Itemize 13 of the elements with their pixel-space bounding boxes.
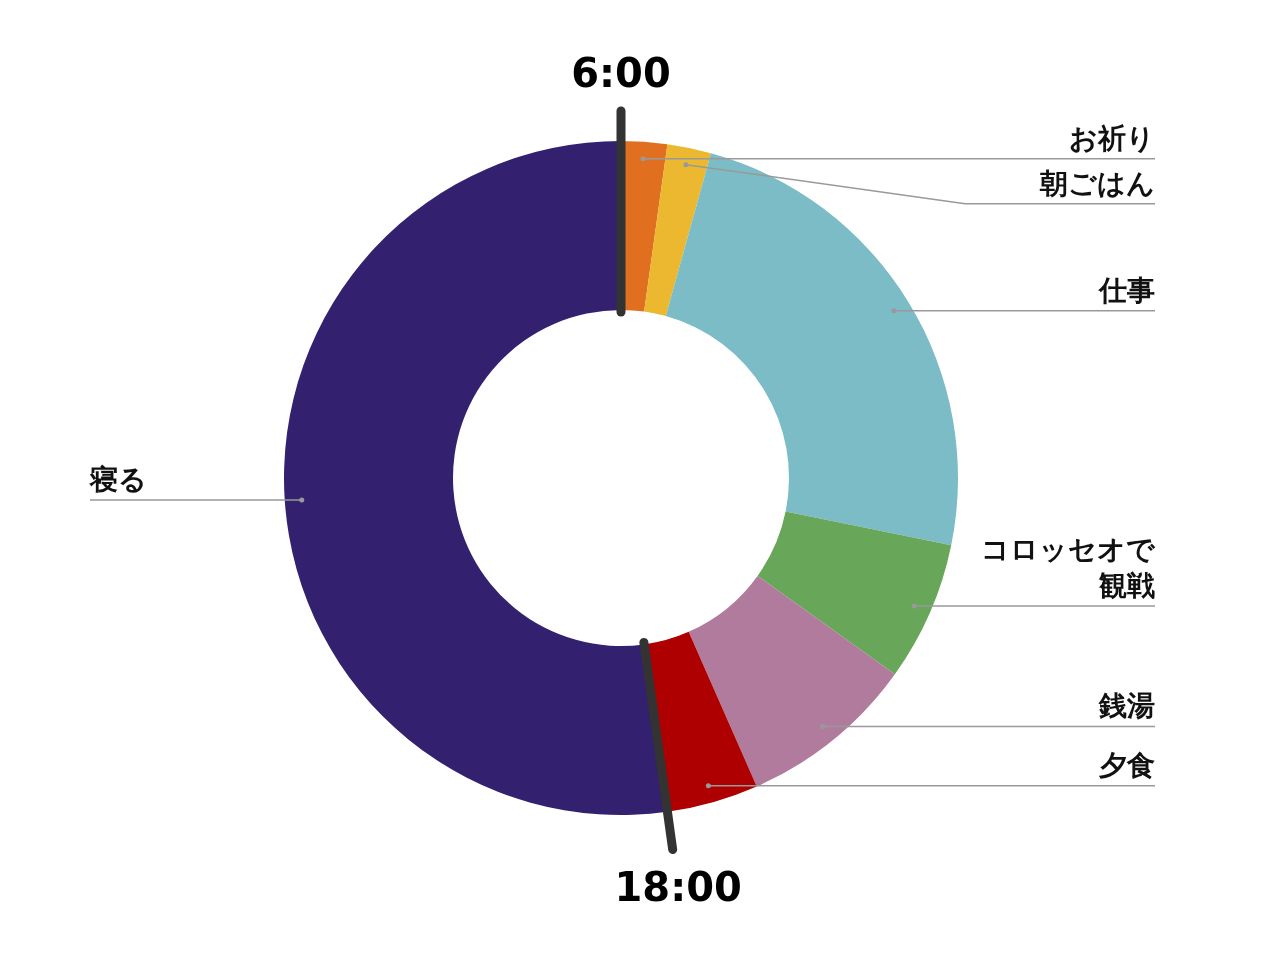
text: 6:00 <box>571 50 671 96</box>
slice-label: 夕食 <box>1098 748 1155 782</box>
donut-slice <box>688 575 895 787</box>
slice-label: 朝ごはん <box>1039 166 1155 200</box>
donut-slice <box>644 144 711 317</box>
slice-label: 銭湯 <box>1098 689 1155 723</box>
donut-slice <box>757 511 952 675</box>
slice-label: 寝る <box>89 463 147 497</box>
text: 18:00 <box>614 864 742 911</box>
donut-slice <box>665 153 958 546</box>
slice-label: お祈り <box>1069 121 1155 155</box>
slice-label: 仕事 <box>1097 273 1155 307</box>
slice-label: コロッセオで観戦 <box>981 533 1156 603</box>
